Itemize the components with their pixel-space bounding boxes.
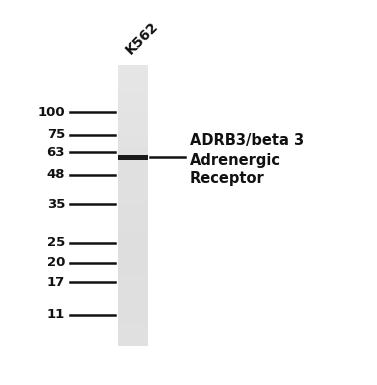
Bar	[118, 191, 148, 199]
Bar	[118, 282, 148, 290]
Text: 20: 20	[47, 256, 65, 270]
Text: 63: 63	[46, 146, 65, 159]
Bar	[118, 303, 148, 310]
Bar	[118, 65, 148, 72]
Text: Receptor: Receptor	[190, 171, 265, 186]
Bar	[118, 184, 148, 191]
Bar	[118, 177, 148, 184]
Bar	[118, 170, 148, 177]
Bar	[118, 212, 148, 219]
Text: 17: 17	[47, 276, 65, 288]
Bar	[118, 317, 148, 325]
Bar	[118, 156, 148, 164]
Bar	[118, 233, 148, 241]
Bar	[118, 275, 148, 283]
Text: Adrenergic: Adrenergic	[190, 152, 281, 167]
Text: ADRB3/beta 3: ADRB3/beta 3	[190, 134, 304, 149]
Bar	[118, 121, 148, 129]
Bar	[118, 135, 148, 142]
Bar	[118, 107, 148, 114]
Bar	[118, 240, 148, 248]
Bar	[118, 72, 148, 79]
Text: 25: 25	[47, 236, 65, 249]
Bar	[118, 331, 148, 338]
Text: K562: K562	[123, 19, 161, 57]
Text: 75: 75	[47, 129, 65, 142]
Bar	[118, 100, 148, 107]
Bar	[118, 163, 148, 171]
Bar	[118, 128, 148, 136]
Bar	[118, 324, 148, 331]
Bar	[118, 289, 148, 296]
Text: 100: 100	[37, 105, 65, 119]
Bar	[118, 205, 148, 213]
Bar	[118, 114, 148, 122]
Bar	[118, 219, 148, 226]
Bar	[118, 254, 148, 261]
Bar	[118, 86, 148, 94]
Bar	[118, 296, 148, 303]
Bar	[118, 226, 148, 233]
Bar	[118, 310, 148, 318]
Text: 48: 48	[46, 169, 65, 181]
Bar	[118, 93, 148, 100]
Text: 35: 35	[47, 198, 65, 211]
Text: 11: 11	[47, 308, 65, 321]
Bar	[118, 154, 148, 159]
Bar	[118, 149, 148, 156]
Bar	[118, 338, 148, 345]
Bar	[118, 79, 148, 87]
Bar	[118, 142, 148, 149]
Bar	[118, 65, 148, 345]
Bar	[118, 247, 148, 254]
Bar	[118, 268, 148, 276]
Bar	[118, 261, 148, 268]
Bar	[118, 198, 148, 206]
